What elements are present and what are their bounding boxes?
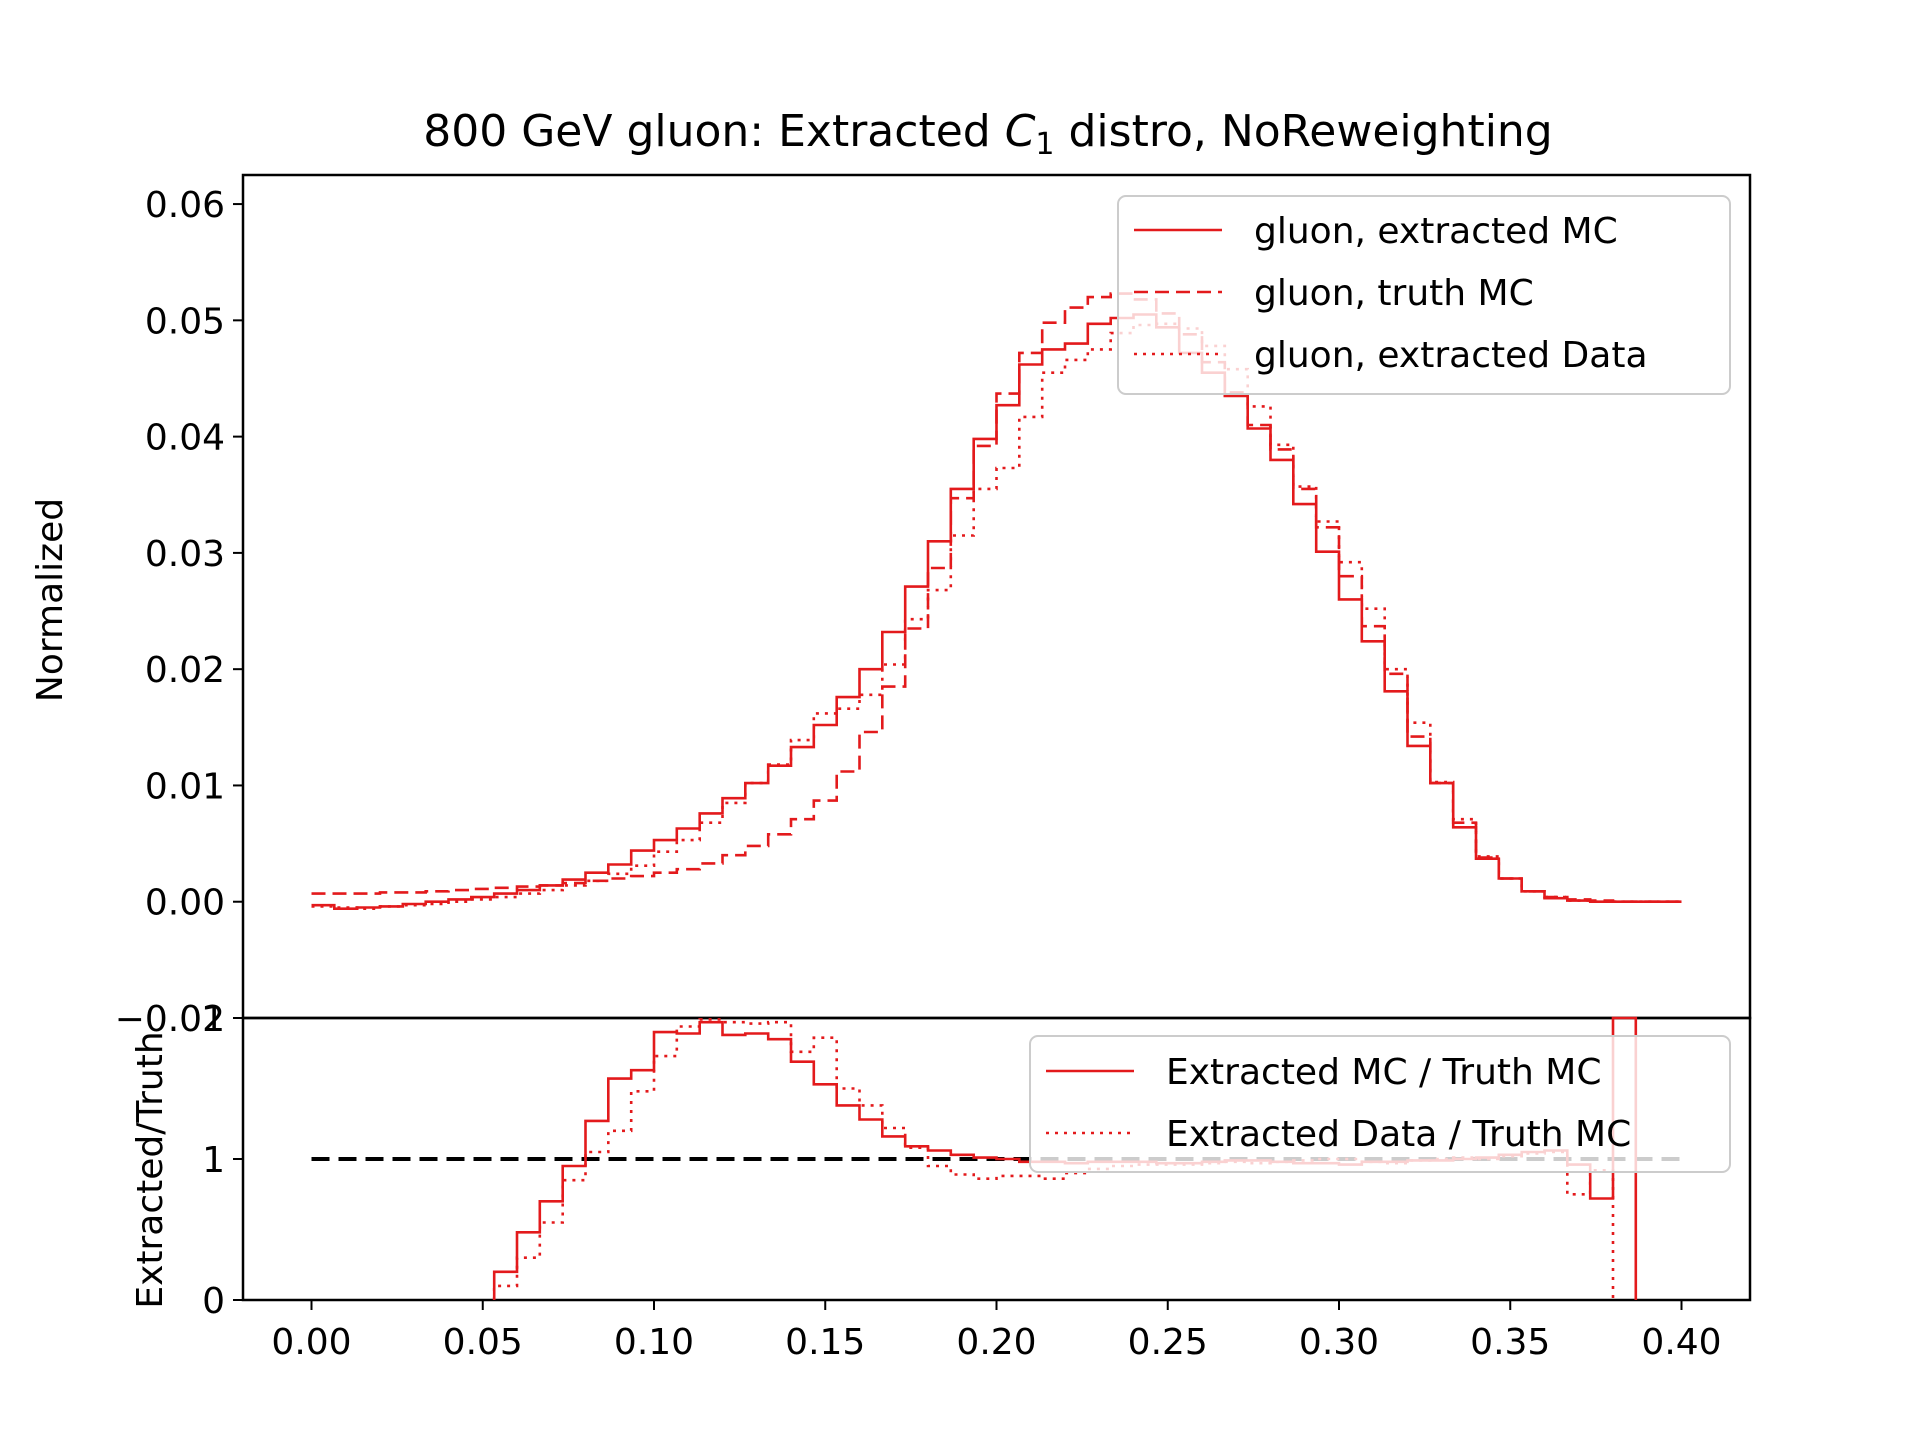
top-panel: 0.06 0.05 0.04 0.03 0.02 0.01 0.00 −0.01 gluon, … — [115, 173, 1752, 1040]
series-line-2 — [311, 292, 1682, 903]
legend-entry: Extracted Data / Truth MC — [1166, 1114, 1631, 1155]
y-tick-label: 0.01 — [145, 766, 225, 807]
legend-frame — [1029, 1035, 1731, 1173]
y-tick-label: 0.06 — [145, 185, 225, 226]
bottom-legend: Extracted MC / Truth MC Extracted Data / … — [1029, 1035, 1731, 1173]
y-tick-label: 0.04 — [145, 418, 225, 459]
y-tick-label: 0 — [202, 1281, 225, 1322]
x-tick-label: 0.20 — [956, 1322, 1036, 1363]
x-tick-label: 0.35 — [1470, 1322, 1550, 1363]
legend-entry: gluon, extracted Data — [1254, 335, 1648, 376]
legend-entry: gluon, truth MC — [1254, 273, 1534, 314]
y-tick-label: 0.03 — [145, 534, 225, 575]
bottom-y-axis-label: Extracted/Truth — [130, 1031, 171, 1308]
x-tick-label: 0.00 — [271, 1322, 351, 1363]
x-tick-label: 0.25 — [1128, 1322, 1208, 1363]
x-tick-label: 0.10 — [614, 1322, 694, 1363]
x-tick-label: 0.05 — [443, 1322, 523, 1363]
y-tick-label: 1 — [202, 1140, 225, 1181]
y-tick-label: 2 — [202, 999, 225, 1040]
bottom-panel: 2 1 0 0.00 0.05 0.10 0.15 0.20 0.25 0.30 0.35 0.40 E… — [202, 999, 1752, 1363]
x-tick-label: 0.15 — [785, 1322, 865, 1363]
chart-title: 800 GeV gluon: Extracted C1 distro, NoRe… — [423, 106, 1553, 162]
y-tick-label: −0.01 — [115, 999, 225, 1040]
legend-frame — [1117, 195, 1731, 395]
y-tick-label: 0.02 — [145, 650, 225, 691]
top-legend: gluon, extracted MC gluon, truth MC gluon,… — [1117, 195, 1731, 395]
series-line-1 — [311, 313, 1682, 910]
x-tick-label: 0.40 — [1641, 1322, 1721, 1363]
top-y-axis-label: Normalized — [30, 498, 71, 702]
y-tick-label: 0.00 — [145, 883, 225, 924]
legend-entry: Extracted MC / Truth MC — [1166, 1052, 1601, 1093]
series-line-3 — [311, 322, 1682, 910]
y-tick-label: 0.05 — [145, 301, 225, 342]
legend-entry: gluon, extracted MC — [1254, 211, 1618, 252]
x-tick-label: 0.30 — [1299, 1322, 1379, 1363]
